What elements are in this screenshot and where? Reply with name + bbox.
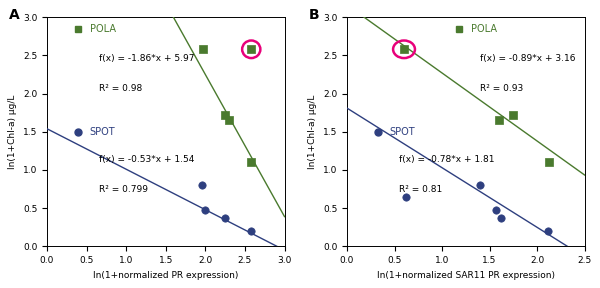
Point — [544, 229, 553, 233]
Point — [220, 113, 230, 117]
Point — [399, 47, 409, 52]
Point — [475, 183, 485, 187]
Text: A: A — [9, 8, 20, 22]
Point — [224, 118, 234, 123]
Point — [494, 118, 504, 123]
Text: f(x) = -0.53*x + 1.54: f(x) = -0.53*x + 1.54 — [99, 155, 194, 164]
Text: POLA: POLA — [90, 24, 116, 34]
Point — [247, 47, 256, 52]
Point — [200, 208, 210, 213]
Point — [220, 216, 230, 220]
Y-axis label: ln(1+Chl-a) μg/L: ln(1+Chl-a) μg/L — [308, 95, 317, 169]
Text: POLA: POLA — [470, 24, 497, 34]
Y-axis label: ln(1+Chl-a) μg/L: ln(1+Chl-a) μg/L — [8, 95, 17, 169]
Text: f(x) = -0.78*x + 1.81: f(x) = -0.78*x + 1.81 — [399, 155, 495, 164]
Text: SPOT: SPOT — [390, 127, 415, 137]
Point — [197, 183, 207, 187]
X-axis label: ln(1+normalized SAR11 PR expression): ln(1+normalized SAR11 PR expression) — [377, 271, 555, 280]
Point — [247, 229, 256, 233]
Point — [496, 216, 506, 220]
Point — [545, 160, 554, 165]
Point — [491, 208, 501, 213]
Text: R² = 0.98: R² = 0.98 — [99, 84, 142, 93]
Point — [247, 160, 256, 165]
Text: B: B — [309, 8, 320, 22]
X-axis label: ln(1+normalized PR expression): ln(1+normalized PR expression) — [93, 271, 238, 280]
Text: R² = 0.799: R² = 0.799 — [99, 185, 148, 194]
Text: f(x) = -0.89*x + 3.16: f(x) = -0.89*x + 3.16 — [480, 54, 575, 63]
Point — [401, 194, 411, 199]
Text: R² = 0.93: R² = 0.93 — [480, 84, 523, 93]
Point — [508, 113, 518, 117]
Point — [198, 47, 208, 52]
Text: f(x) = -1.86*x + 5.97: f(x) = -1.86*x + 5.97 — [99, 54, 195, 63]
Text: R² = 0.81: R² = 0.81 — [399, 185, 443, 194]
Text: SPOT: SPOT — [90, 127, 115, 137]
